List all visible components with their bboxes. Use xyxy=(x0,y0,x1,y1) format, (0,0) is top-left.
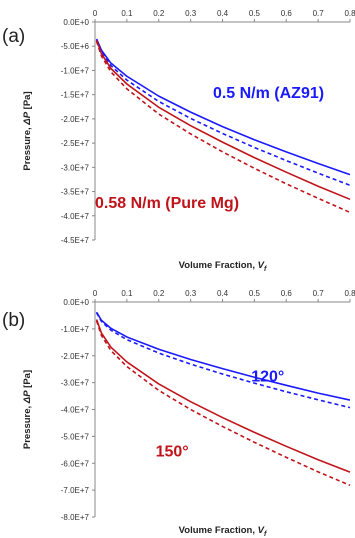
x-tick-label: 0.1 xyxy=(121,289,133,298)
x-tick-label: 0.3 xyxy=(185,9,197,18)
y-tick-label: -8.0E+7 xyxy=(61,513,90,522)
series-line-1 xyxy=(95,38,351,176)
y-tick-label: -3.0E+7 xyxy=(61,379,90,388)
series-line-3 xyxy=(95,319,351,473)
x-tick-label: 0.1 xyxy=(121,9,133,18)
y-axis-title-unit: [Pa] xyxy=(22,91,33,112)
x-axis-title-text: Volume Fraction, xyxy=(179,260,258,271)
y-tick-label: -3.5E+7 xyxy=(61,188,90,197)
y-axis-title-var: ΔP xyxy=(22,111,33,125)
chart-panel-a: (a) 0 0.1 0.2 0.3 0.4 0.5 0.6 0.7 0.8 0.0E+0 -5.0E+… xyxy=(2,9,355,273)
x-axis-title-sub: f xyxy=(264,531,267,538)
y-tick-label: -1.0E+7 xyxy=(61,325,90,334)
x-axis-title: Volume Fraction, Vf xyxy=(179,525,267,538)
x-tick-label: 0.4 xyxy=(217,9,229,18)
x-axis-title: Volume Fraction, Vf xyxy=(179,260,267,273)
y-axis-title: Pressure, ΔP [Pa] xyxy=(22,91,33,170)
y-tick-label: -6.0E+7 xyxy=(61,459,90,468)
y-tick-label: -4.0E+7 xyxy=(61,406,90,415)
y-tick-label: -3.0E+7 xyxy=(61,163,90,172)
y-tick-label: -1.0E+7 xyxy=(61,66,90,75)
y-tick-label: -1.5E+7 xyxy=(61,91,90,100)
y-tick-label: -4.0E+7 xyxy=(61,212,90,221)
y-tick-label: -5.0E+6 xyxy=(61,42,90,51)
annotation-2: 150° xyxy=(156,444,189,461)
x-tick-label: 0.2 xyxy=(153,9,165,18)
x-tick-label: 0.6 xyxy=(281,289,293,298)
y-axis-title: Pressure, ΔP [Pa] xyxy=(22,370,33,449)
panel-label: (b) xyxy=(2,310,25,331)
annotation-1: 0.5 N/m (AZ91) xyxy=(213,85,324,102)
x-tick-label: 0.5 xyxy=(249,289,261,298)
y-axis-title-text: Pressure, xyxy=(22,125,33,171)
x-axis-title-sub: f xyxy=(264,266,267,273)
series-line-2 xyxy=(95,312,351,409)
y-tick-label: 0.0E+0 xyxy=(63,298,89,307)
annotation-2: 0.58 N/m (Pure Mg) xyxy=(95,195,239,212)
x-tick-label: 0.6 xyxy=(281,9,293,18)
x-axis-title-var: V xyxy=(258,525,265,536)
x-tick-label: 0.3 xyxy=(185,289,197,298)
x-tick-label: 0 xyxy=(93,9,98,18)
x-tick-label: 0.7 xyxy=(313,9,325,18)
chart-panel-b: (b) 0 0.1 0.2 0.3 0.4 0.5 0.6 0.7 0.8 0.0E+0 -1.0E+… xyxy=(2,289,355,538)
x-tick-label: 0.4 xyxy=(217,289,229,298)
y-axis-title-unit: [Pa] xyxy=(22,370,33,391)
panel-label: (a) xyxy=(2,26,25,47)
y-tick-label: -5.0E+7 xyxy=(61,432,90,441)
series-line-1 xyxy=(95,311,351,401)
y-tick-label: -4.5E+7 xyxy=(61,236,90,245)
y-tick-label: -2.5E+7 xyxy=(61,139,90,148)
x-tick-label: 0.7 xyxy=(313,289,325,298)
x-axis-title-text: Volume Fraction, xyxy=(179,525,258,536)
x-tick-label: 0.8 xyxy=(344,9,355,18)
x-axis-title-var: V xyxy=(258,260,265,271)
y-tick-label: -2.0E+7 xyxy=(61,115,90,124)
series-line-2 xyxy=(95,39,351,187)
x-tick-label: 0.8 xyxy=(344,289,355,298)
x-tick-label: 0.2 xyxy=(153,289,165,298)
y-tick-label: -7.0E+7 xyxy=(61,486,90,495)
series-line-3 xyxy=(95,40,351,201)
series-line-4 xyxy=(95,320,351,487)
y-tick-label: 0.0E+0 xyxy=(63,18,89,27)
y-tick-label: -2.0E+7 xyxy=(61,352,90,361)
x-tick-label: 0 xyxy=(93,289,98,298)
y-axis-title-text: Pressure, xyxy=(22,403,33,449)
x-tick-label: 0.5 xyxy=(249,9,261,18)
y-axis-title-var: ΔP xyxy=(22,390,33,404)
series-line-4 xyxy=(95,41,351,214)
annotation-1: 120° xyxy=(251,368,284,385)
